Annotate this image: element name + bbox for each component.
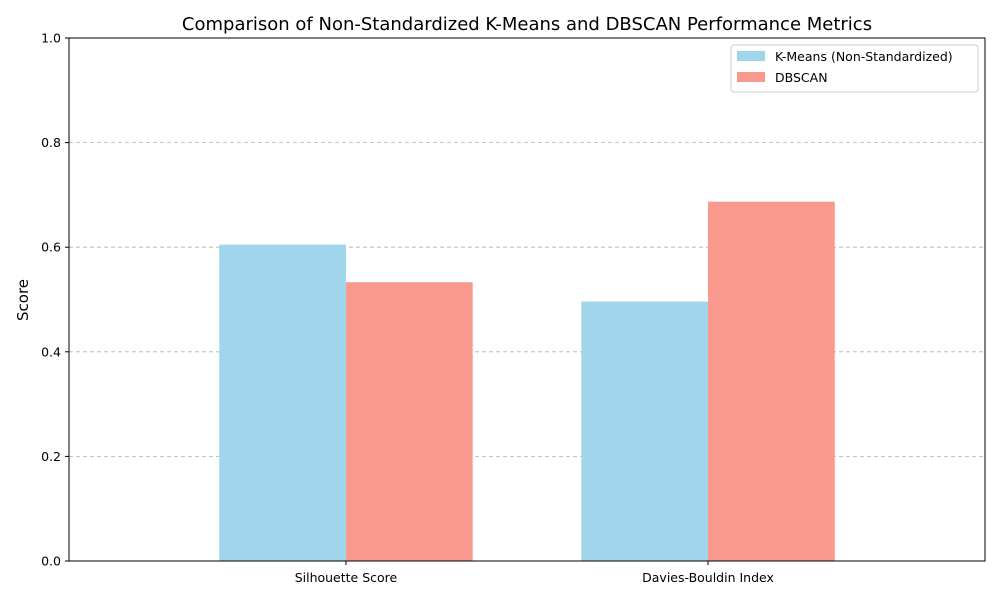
- y-tick-label: 0.6: [41, 240, 61, 255]
- y-axis-ticks: 0.0 0.2 0.4 0.6 0.8 1.0: [41, 31, 69, 569]
- y-axis-label: Score: [14, 279, 32, 321]
- bars: [219, 201, 835, 561]
- legend-label: DBSCAN: [775, 70, 828, 85]
- y-tick-label: 0.8: [41, 135, 61, 150]
- y-tick-label: 0.2: [41, 449, 61, 464]
- bar-1-1: [708, 201, 835, 561]
- bar-0-1: [581, 301, 709, 561]
- legend: K-Means (Non-Standardized) DBSCAN: [730, 44, 979, 93]
- plot-frame: [68, 37, 986, 562]
- bar-1-0: [345, 282, 473, 561]
- gridlines: [69, 142, 985, 457]
- y-tick-label: 1.0: [41, 31, 61, 46]
- legend-swatch: [737, 51, 765, 61]
- y-tick-label: 0.0: [41, 554, 61, 569]
- legend-swatch: [737, 72, 765, 82]
- chart-title: Comparison of Non-Standardized K-Means a…: [182, 14, 872, 35]
- x-axis-ticks: Silhouette Score Davies-Bouldin Index: [295, 561, 774, 585]
- legend-box: [730, 44, 979, 93]
- x-tick-label: Silhouette Score: [295, 570, 398, 585]
- x-tick-label: Davies-Bouldin Index: [642, 570, 774, 585]
- bar-0-0: [219, 244, 346, 561]
- y-tick-label: 0.4: [41, 344, 61, 359]
- legend-label: K-Means (Non-Standardized): [775, 49, 953, 64]
